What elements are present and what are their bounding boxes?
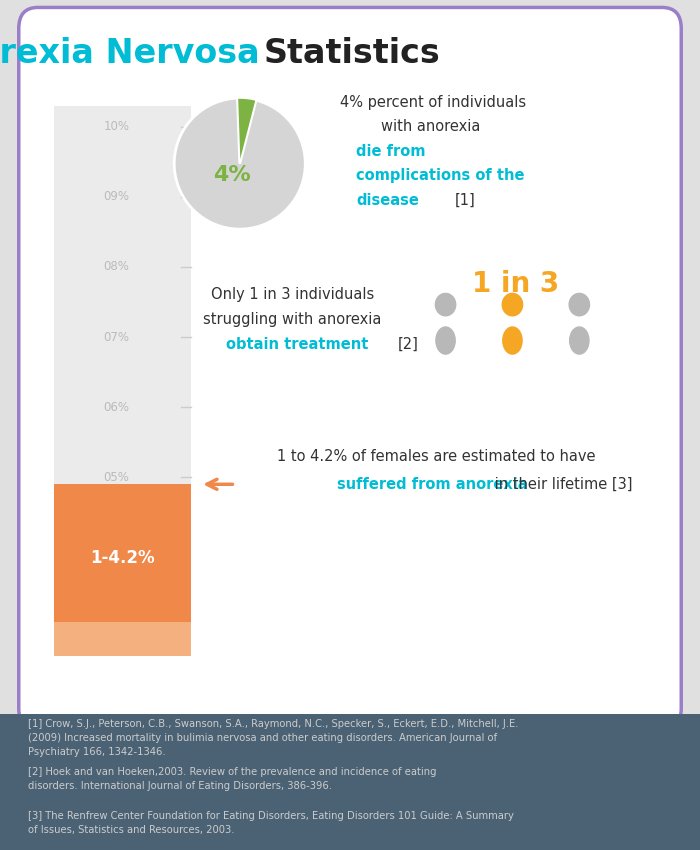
Text: 4%: 4%	[213, 165, 251, 184]
Wedge shape	[174, 98, 305, 230]
Text: hope: hope	[297, 734, 403, 773]
Bar	[54, 484, 190, 625]
Text: 1-4.2%: 1-4.2%	[90, 549, 155, 567]
Bar	[54, 105, 190, 625]
Text: [2] Hoek and van Hoeken,2003. Review of the prevalence and incidence of eating
d: [2] Hoek and van Hoeken,2003. Review of …	[28, 768, 437, 791]
Text: 1 to 4.2% of females are estimated to have: 1 to 4.2% of females are estimated to ha…	[276, 449, 595, 464]
Text: in their lifetime [3]: in their lifetime [3]	[490, 477, 633, 492]
Text: 07%: 07%	[103, 331, 130, 343]
Circle shape	[503, 293, 523, 316]
Text: with anorexia: with anorexia	[381, 119, 485, 134]
Text: struggling with anorexia: struggling with anorexia	[204, 312, 382, 327]
Text: [3] The Renfrew Center Foundation for Eating Disorders, Eating Disorders 101 Gui: [3] The Renfrew Center Foundation for Ea…	[28, 811, 514, 835]
Text: Only 1 in 3 individuals: Only 1 in 3 individuals	[211, 287, 374, 303]
Circle shape	[569, 293, 589, 316]
Text: suffered from anorexia: suffered from anorexia	[337, 477, 528, 492]
Wedge shape	[237, 98, 256, 164]
Text: [1]: [1]	[455, 193, 476, 207]
Text: [1] Crow, S.J., Peterson, C.B., Swanson, S.A., Raymond, N.C., Specker, S., Ecker: [1] Crow, S.J., Peterson, C.B., Swanson,…	[28, 719, 519, 757]
Text: EATING DISORDER: EATING DISORDER	[309, 719, 391, 728]
Text: disease: disease	[356, 193, 419, 207]
Text: 1 in 3: 1 in 3	[472, 270, 559, 298]
Text: obtain treatment: obtain treatment	[226, 337, 368, 352]
Text: 09%: 09%	[103, 190, 130, 203]
Ellipse shape	[503, 327, 522, 354]
Ellipse shape	[436, 327, 455, 354]
Text: Statistics: Statistics	[264, 37, 441, 70]
Text: Anorexia Nervosa: Anorexia Nervosa	[0, 37, 260, 70]
Text: complications of the: complications of the	[356, 168, 525, 184]
Circle shape	[435, 293, 456, 316]
Ellipse shape	[570, 327, 589, 354]
Text: 08%: 08%	[104, 260, 130, 274]
Text: [2]: [2]	[398, 337, 419, 352]
Text: 05%: 05%	[104, 471, 130, 484]
Text: 4% percent of individuals: 4% percent of individuals	[340, 94, 526, 110]
Text: 10%: 10%	[103, 120, 130, 133]
Text: die from: die from	[356, 144, 426, 159]
Bar	[54, 622, 190, 656]
FancyBboxPatch shape	[19, 8, 681, 729]
Text: 06%: 06%	[103, 400, 130, 414]
